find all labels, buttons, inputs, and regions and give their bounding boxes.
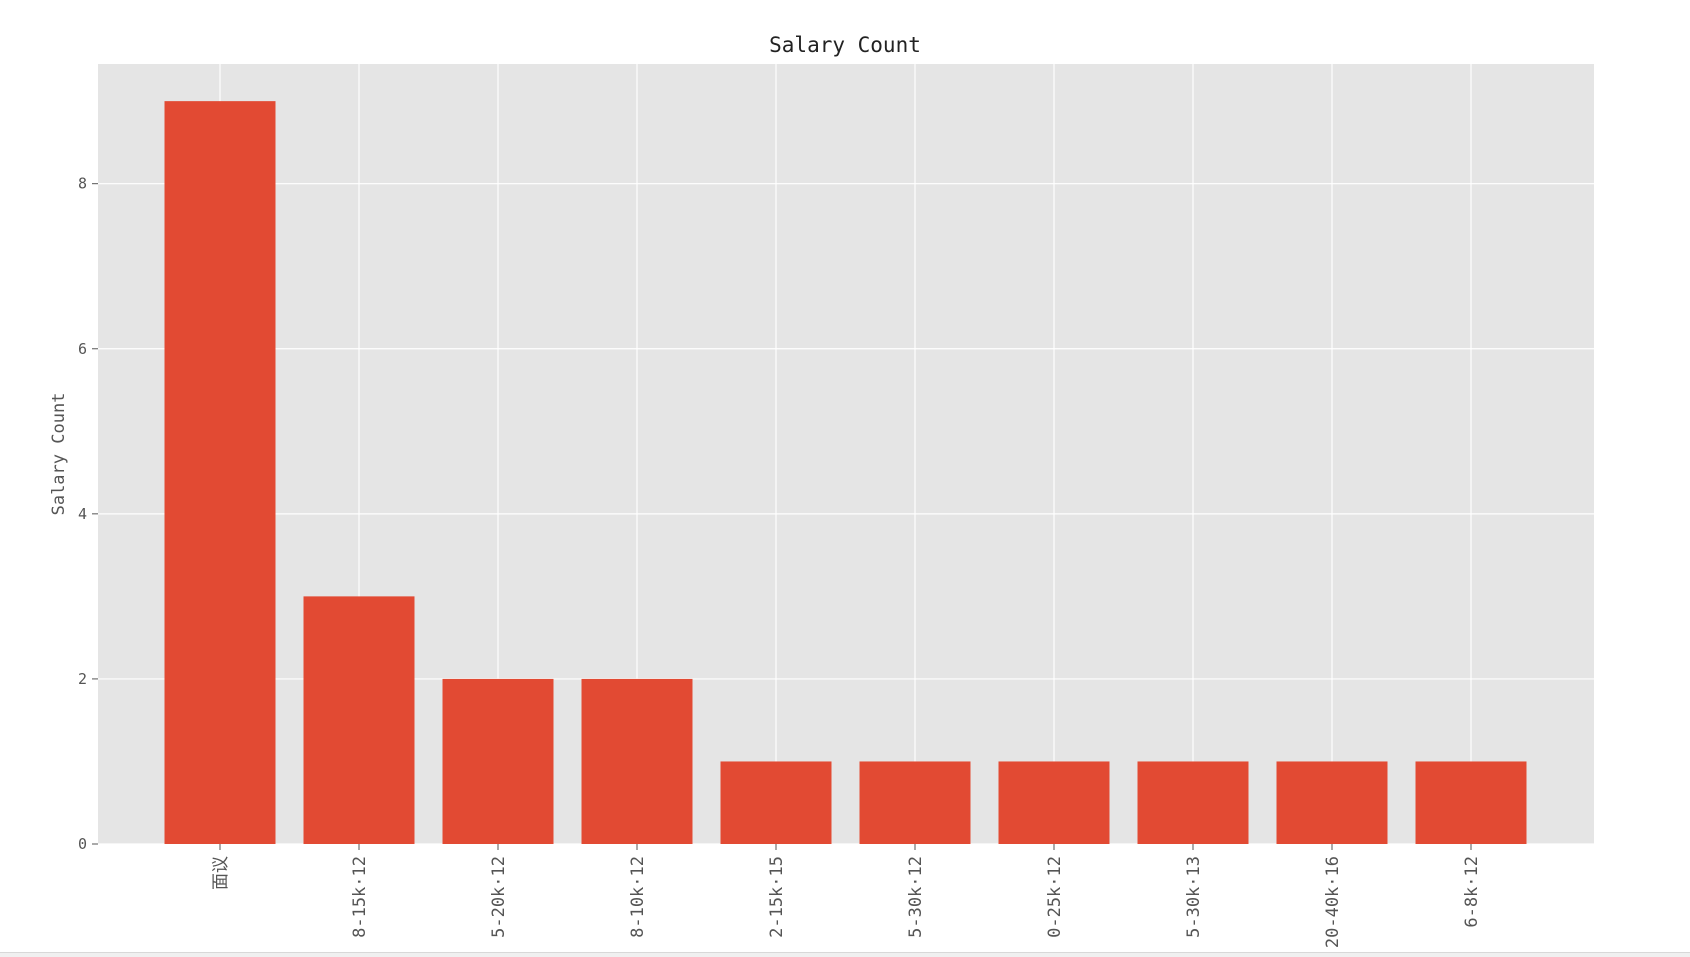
y-tick-label: 8 (78, 175, 87, 193)
bar (720, 761, 832, 844)
bottom-strip (0, 952, 1690, 957)
bar (1415, 761, 1527, 844)
y-tick-label: 0 (78, 835, 87, 853)
x-tick-label: 20-40k·16 (1323, 856, 1343, 948)
y-tick-label: 4 (78, 505, 87, 523)
chart-title: Salary Count (769, 33, 921, 57)
bar (859, 761, 971, 844)
bar (303, 596, 415, 844)
bar (442, 678, 554, 844)
x-tick-label: 8-15k·12 (350, 856, 370, 938)
bars (164, 101, 1527, 844)
y-tick-label: 2 (78, 670, 87, 688)
x-tick-label: 面议 (211, 856, 231, 890)
x-tick-label: 5-30k·13 (1184, 856, 1204, 938)
bar (581, 678, 693, 844)
grid-lines (98, 64, 1594, 845)
y-tick-label: 6 (78, 340, 87, 358)
x-tick-label: 5-20k·12 (489, 856, 509, 938)
x-tick-label: 6-8k·12 (1462, 856, 1482, 928)
bar (1276, 761, 1388, 844)
bar (1137, 761, 1249, 844)
bar (998, 761, 1110, 844)
x-tick-label: 5-30k·12 (906, 856, 926, 938)
x-axis-ticks: 面议 8-15k·12 5-20k·12 8-10k·12 2-15k·15 5-30k·… (211, 844, 1482, 948)
x-tick-label: 2-15k·15 (767, 856, 787, 938)
x-tick-label: 0-25k·12 (1045, 856, 1065, 938)
y-axis-ticks: 0 2 4 6 8 (78, 175, 98, 853)
bar (164, 101, 276, 844)
x-tick-label: 8-10k·12 (628, 856, 648, 938)
y-axis-label: Salary Count (49, 393, 69, 516)
